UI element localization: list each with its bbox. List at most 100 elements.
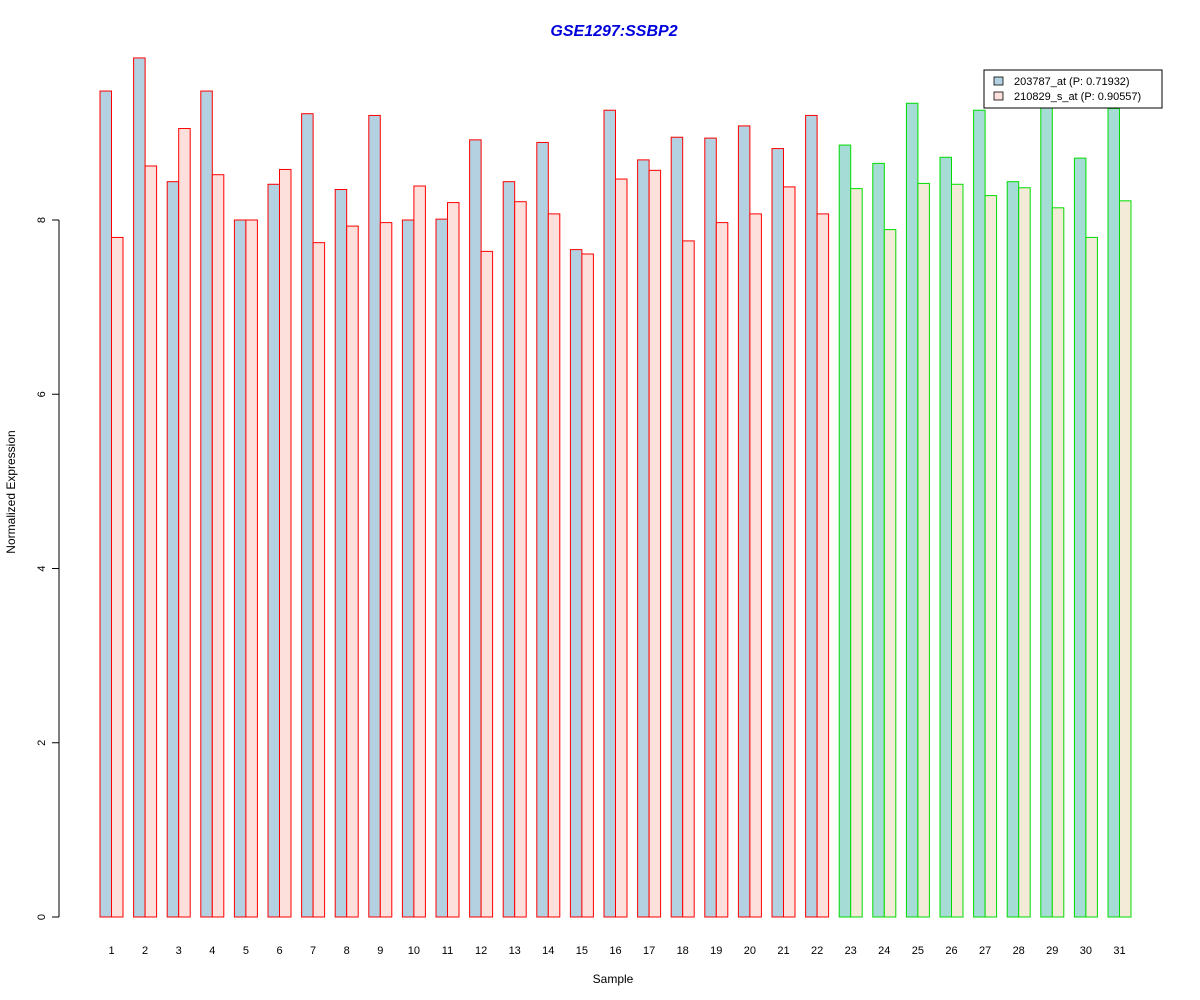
bar-sample-23-series-2 xyxy=(850,188,863,918)
x-tick-label: 1 xyxy=(108,945,114,957)
bar-sample-14-series-2 xyxy=(547,213,561,918)
bar-sample-31-series-2 xyxy=(1119,200,1132,918)
bar-sample-1-series-1 xyxy=(99,90,112,918)
bar-sample-30-series-2 xyxy=(1085,236,1098,918)
bar-sample-3-series-1 xyxy=(166,181,180,918)
x-tick-label: 25 xyxy=(912,945,924,957)
bar-sample-30-series-1 xyxy=(1073,157,1087,918)
y-axis: 0 2 4 6 8 xyxy=(36,217,60,920)
bar-sample-22-series-1 xyxy=(805,114,818,918)
y-tick-label: 6 xyxy=(36,391,48,397)
bar-sample-18-series-2 xyxy=(682,240,695,918)
bar-sample-10-series-1 xyxy=(401,219,415,918)
x-tick-label: 19 xyxy=(710,945,722,957)
x-tick-label: 2 xyxy=(142,945,148,957)
bar-sample-1-series-2 xyxy=(111,236,124,918)
bar-sample-5-series-2 xyxy=(245,219,258,918)
x-tick-label: 12 xyxy=(475,945,487,957)
x-tick-label: 21 xyxy=(777,945,789,957)
bar-sample-13-series-2 xyxy=(514,201,527,918)
x-tick-label: 17 xyxy=(643,945,655,957)
bar-sample-29-series-2 xyxy=(1051,207,1065,918)
legend-swatch-series-2 xyxy=(993,91,1004,101)
x-tick-label: 14 xyxy=(542,945,554,957)
x-tick-label: 16 xyxy=(609,945,621,957)
bar-sample-9-series-1 xyxy=(368,114,381,918)
bar-sample-22-series-2 xyxy=(816,213,830,918)
x-tick-label: 22 xyxy=(811,945,823,957)
y-tick-label: 4 xyxy=(36,565,48,571)
bar-sample-14-series-1 xyxy=(536,141,549,918)
x-tick-label: 5 xyxy=(243,945,249,957)
x-tick-label: 29 xyxy=(1046,945,1058,957)
bar-sample-20-series-1 xyxy=(737,125,751,918)
x-tick-label: 18 xyxy=(677,945,689,957)
bar-sample-7-series-1 xyxy=(301,113,314,918)
y-tick-label: 2 xyxy=(36,740,48,746)
bar-sample-13-series-1 xyxy=(502,181,516,918)
x-tick-label: 10 xyxy=(408,945,420,957)
bar-sample-4-series-2 xyxy=(211,174,225,918)
bar-sample-19-series-1 xyxy=(704,137,717,918)
bar-sample-27-series-1 xyxy=(973,109,986,918)
bar-sample-3-series-2 xyxy=(178,128,191,918)
legend-box xyxy=(983,69,1163,109)
x-tick-label: 4 xyxy=(209,945,215,957)
y-tick-label: 8 xyxy=(36,217,48,223)
legend: 203787_at (P: 0.71932) 210829_s_at (P: 0… xyxy=(983,69,1163,109)
bar-sample-24-series-2 xyxy=(883,229,897,918)
bar-sample-17-series-1 xyxy=(637,159,650,918)
bar-sample-31-series-1 xyxy=(1107,107,1120,918)
x-tick-label: 31 xyxy=(1113,945,1125,957)
legend-label-series-2: 210829_s_at (P: 0.90557) xyxy=(1014,91,1141,103)
x-tick-label: 20 xyxy=(744,945,756,957)
bar-sample-8-series-2 xyxy=(346,225,359,918)
bar-sample-24-series-1 xyxy=(872,162,885,918)
x-tick-label: 27 xyxy=(979,945,991,957)
bar-sample-29-series-1 xyxy=(1040,106,1053,918)
bar-sample-6-series-2 xyxy=(279,168,292,918)
bar-sample-2-series-1 xyxy=(133,57,146,918)
bar-sample-28-series-2 xyxy=(1018,187,1031,918)
legend-swatch-series-1 xyxy=(993,76,1004,86)
bar-sample-12-series-1 xyxy=(469,139,482,918)
bar-sample-6-series-1 xyxy=(267,183,280,918)
x-tick-label: 30 xyxy=(1080,945,1092,957)
x-tick-label: 8 xyxy=(344,945,350,957)
x-tick-label: 15 xyxy=(576,945,588,957)
x-tick-label: 24 xyxy=(878,945,890,957)
bar-sample-11-series-2 xyxy=(447,202,460,918)
y-axis-label: Normalized Expression xyxy=(4,430,18,553)
bar-sample-12-series-2 xyxy=(480,250,494,918)
x-tick-label: 23 xyxy=(845,945,857,957)
bar-sample-28-series-1 xyxy=(1006,181,1020,918)
x-tick-label: 7 xyxy=(310,945,316,957)
bar-sample-10-series-2 xyxy=(413,185,426,918)
bar-sample-25-series-1 xyxy=(905,102,919,918)
bar-sample-25-series-2 xyxy=(917,182,930,918)
legend-label-series-1: 203787_at (P: 0.71932) xyxy=(1014,76,1130,88)
y-tick-label: 0 xyxy=(36,914,48,920)
x-tick-label: 13 xyxy=(509,945,521,957)
bar-sample-2-series-2 xyxy=(144,165,158,918)
bar-sample-16-series-2 xyxy=(615,178,628,918)
bar-sample-18-series-1 xyxy=(670,136,684,918)
bar-sample-9-series-2 xyxy=(379,222,393,918)
bar-sample-7-series-2 xyxy=(312,242,326,918)
bar-sample-8-series-1 xyxy=(334,189,348,918)
x-tick-label: 9 xyxy=(377,945,383,957)
bar-sample-26-series-2 xyxy=(951,183,964,918)
x-tick-label: 28 xyxy=(1013,945,1025,957)
bar-sample-15-series-1 xyxy=(569,249,583,918)
bar-sample-21-series-2 xyxy=(783,186,796,918)
bar-sample-23-series-1 xyxy=(838,144,852,918)
x-tick-label: 3 xyxy=(176,945,182,957)
x-tick-label: 6 xyxy=(276,945,282,957)
bar-sample-5-series-1 xyxy=(233,219,247,918)
x-tick-label: 11 xyxy=(442,945,453,957)
chart-title: GSE1297:SSBP2 xyxy=(550,23,677,40)
x-tick-label: 26 xyxy=(945,945,957,957)
bar-sample-4-series-1 xyxy=(200,90,213,918)
